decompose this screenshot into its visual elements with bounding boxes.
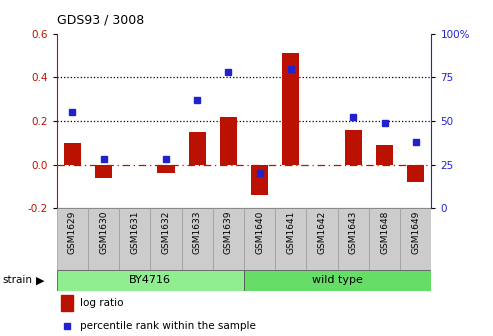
Bar: [181, 208, 213, 270]
Text: GSM1630: GSM1630: [99, 211, 108, 254]
Bar: [338, 208, 369, 270]
Text: GSM1629: GSM1629: [68, 211, 77, 254]
Bar: [369, 208, 400, 270]
Bar: [57, 270, 244, 291]
Bar: [275, 208, 307, 270]
Text: GSM1649: GSM1649: [411, 211, 420, 254]
Text: log ratio: log ratio: [80, 298, 123, 308]
Text: GSM1643: GSM1643: [349, 211, 358, 254]
Bar: [61, 295, 72, 311]
Text: ▶: ▶: [36, 275, 44, 285]
Bar: [220, 117, 237, 165]
Text: BY4716: BY4716: [129, 275, 172, 285]
Text: GSM1639: GSM1639: [224, 211, 233, 254]
Text: GSM1631: GSM1631: [130, 211, 139, 254]
Bar: [189, 132, 206, 165]
Text: wild type: wild type: [312, 275, 363, 285]
Text: GSM1640: GSM1640: [255, 211, 264, 254]
Bar: [244, 270, 431, 291]
Text: GSM1641: GSM1641: [286, 211, 295, 254]
Bar: [119, 208, 150, 270]
Text: strain: strain: [2, 275, 33, 285]
Text: GSM1642: GSM1642: [317, 211, 326, 254]
Text: GSM1648: GSM1648: [380, 211, 389, 254]
Bar: [244, 208, 275, 270]
Text: GSM1632: GSM1632: [162, 211, 171, 254]
Bar: [64, 143, 81, 165]
Text: GSM1633: GSM1633: [193, 211, 202, 254]
Bar: [282, 53, 299, 165]
Bar: [251, 165, 268, 195]
Bar: [307, 208, 338, 270]
Bar: [213, 208, 244, 270]
Bar: [57, 208, 88, 270]
Bar: [400, 208, 431, 270]
Bar: [88, 208, 119, 270]
Bar: [376, 145, 393, 165]
Bar: [157, 165, 175, 173]
Bar: [407, 165, 424, 182]
Bar: [345, 130, 362, 165]
Text: GDS93 / 3008: GDS93 / 3008: [57, 13, 144, 27]
Text: percentile rank within the sample: percentile rank within the sample: [80, 321, 255, 331]
Bar: [150, 208, 181, 270]
Bar: [95, 165, 112, 178]
